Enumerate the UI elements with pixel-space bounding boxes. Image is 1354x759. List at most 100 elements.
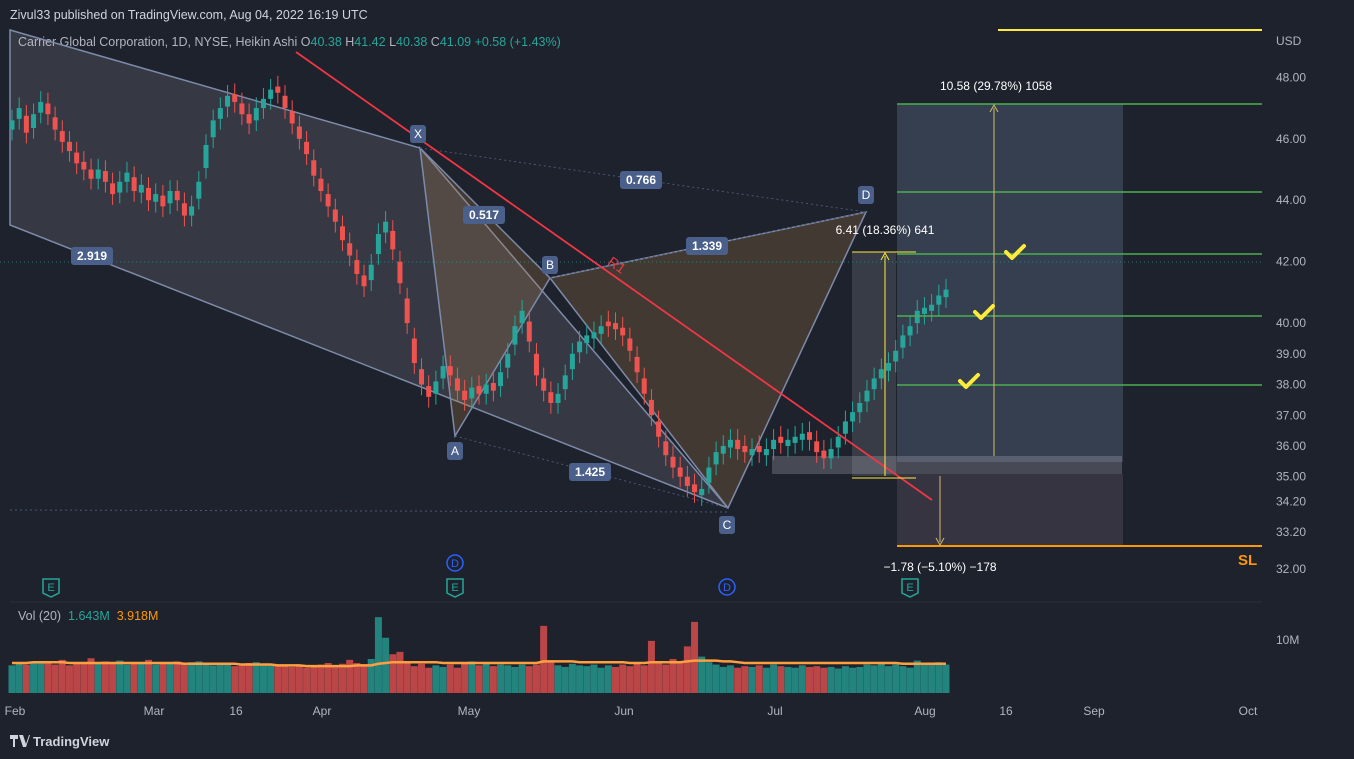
candle-body [778,436,784,443]
candle-body [23,115,29,133]
stop-loss-tag: SL [1238,552,1257,569]
candle-body [354,260,360,274]
event-marker-label: E [47,582,54,594]
time-axis-tick: Feb [5,704,26,718]
candle-body [871,378,877,390]
event-marker-label: E [906,582,913,594]
candle-body [31,114,37,129]
profit-arrow-head [989,103,999,113]
candle-body [167,191,173,204]
ohlc-low-value: 40.38 [396,35,428,49]
candle-body [66,141,72,152]
candle-body [160,195,166,207]
candle-body [368,264,374,281]
candle-body [663,441,669,456]
candle-body [9,120,15,130]
volume-legend[interactable]: Vol (20) 1.643M 3.918M [18,609,158,623]
candle-body [131,177,137,192]
candle-body [814,441,820,453]
candle-body [821,450,827,459]
pattern-point-badge [410,125,426,143]
candle-body [806,432,812,440]
candle-body [88,169,94,179]
candle-body [347,243,353,256]
candle-body [110,183,116,195]
candle-body [225,95,231,107]
candle-body [203,144,209,168]
candle-body [45,103,51,115]
candle-body [81,161,87,170]
ratio-label: 0.766 [626,173,656,187]
candle-body [38,101,44,113]
ratio-badge [463,206,505,224]
axes: USD 48.00 46.00 44.00 42.00 40.00 39.00 38.00 37… [5,0,1354,759]
pattern-point-label: C [723,518,732,532]
ratio-badge [620,171,662,189]
candle-body [929,304,935,311]
candle-body [383,221,389,233]
check-icon [958,373,980,389]
candle-body [706,467,712,483]
loss-arrow-head [935,537,945,547]
candle-body [878,369,884,379]
candle-body [634,356,640,373]
candle-body [541,378,547,391]
ohlc-open-label: O [300,35,311,49]
time-axis-tick: 16 [999,704,1013,718]
candle-body [304,141,310,155]
ratio-badge [569,463,611,481]
candle-body [52,117,58,130]
candle-body [591,332,597,339]
candle-body [332,209,338,222]
candle-body [411,338,417,364]
tradingview-logo[interactable]: TradingView [10,734,109,749]
candle-body [239,103,245,115]
candles [9,75,949,506]
price-axis-tick: 44.00 [1276,193,1306,207]
price-axis-tick: 48.00 [1276,70,1306,84]
ratio-label: 2.919 [77,249,107,263]
candle-body [785,439,791,446]
pattern-point-label: A [451,444,459,458]
candle-body [735,439,741,450]
ohlc-close-label: C [430,35,440,49]
tradingview-logo-icon [10,735,30,747]
candle-body [289,111,295,124]
candle-body [749,449,755,456]
candle-body [943,289,949,298]
range-measure-label: 6.41 (18.36%) 641 [836,223,935,237]
candle-body [742,445,748,453]
ratio-label: 0.517 [469,208,499,222]
ratio-badge [71,247,113,265]
candle-body [375,234,381,254]
price-axis-tick: 32.00 [1276,562,1306,576]
pattern-point-label: D [862,188,871,202]
candle-body [548,392,554,403]
candle-body [282,95,288,109]
candle-body [483,384,489,394]
check-icon [1004,244,1026,260]
volume-ma-line [12,659,946,668]
candle-body [454,378,460,391]
candle-body [469,387,475,399]
candle-body [505,353,511,368]
price-axis-tick: 37.00 [1276,408,1306,422]
price-axis-tick: 35.00 [1276,470,1306,484]
pattern-point-badge [542,256,558,274]
publish-line: Zivul33 published on TradingView.com, Au… [10,8,368,22]
ratio-label: 1.425 [575,465,605,479]
candle-body [670,456,676,468]
candle-body [512,326,518,345]
price-axis-tick: 38.00 [1276,378,1306,392]
candle-body [296,126,302,139]
symbol-title[interactable]: Carrier Global Corporation, 1D, NYSE, He… [18,35,298,49]
candle-body [656,421,662,437]
candle-body [433,381,439,394]
long-loss-zone [897,474,1123,546]
symbol-legend[interactable]: Carrier Global Corporation, 1D, NYSE, He… [18,35,561,49]
price-axis-tick: 33.20 [1276,525,1306,539]
candle-body [677,467,683,477]
candle-body [138,184,144,193]
candle-body [799,433,805,440]
